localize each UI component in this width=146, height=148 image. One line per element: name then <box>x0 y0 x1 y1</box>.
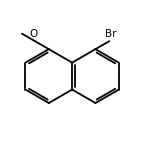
Text: O: O <box>30 29 38 39</box>
Text: Br: Br <box>105 29 116 39</box>
